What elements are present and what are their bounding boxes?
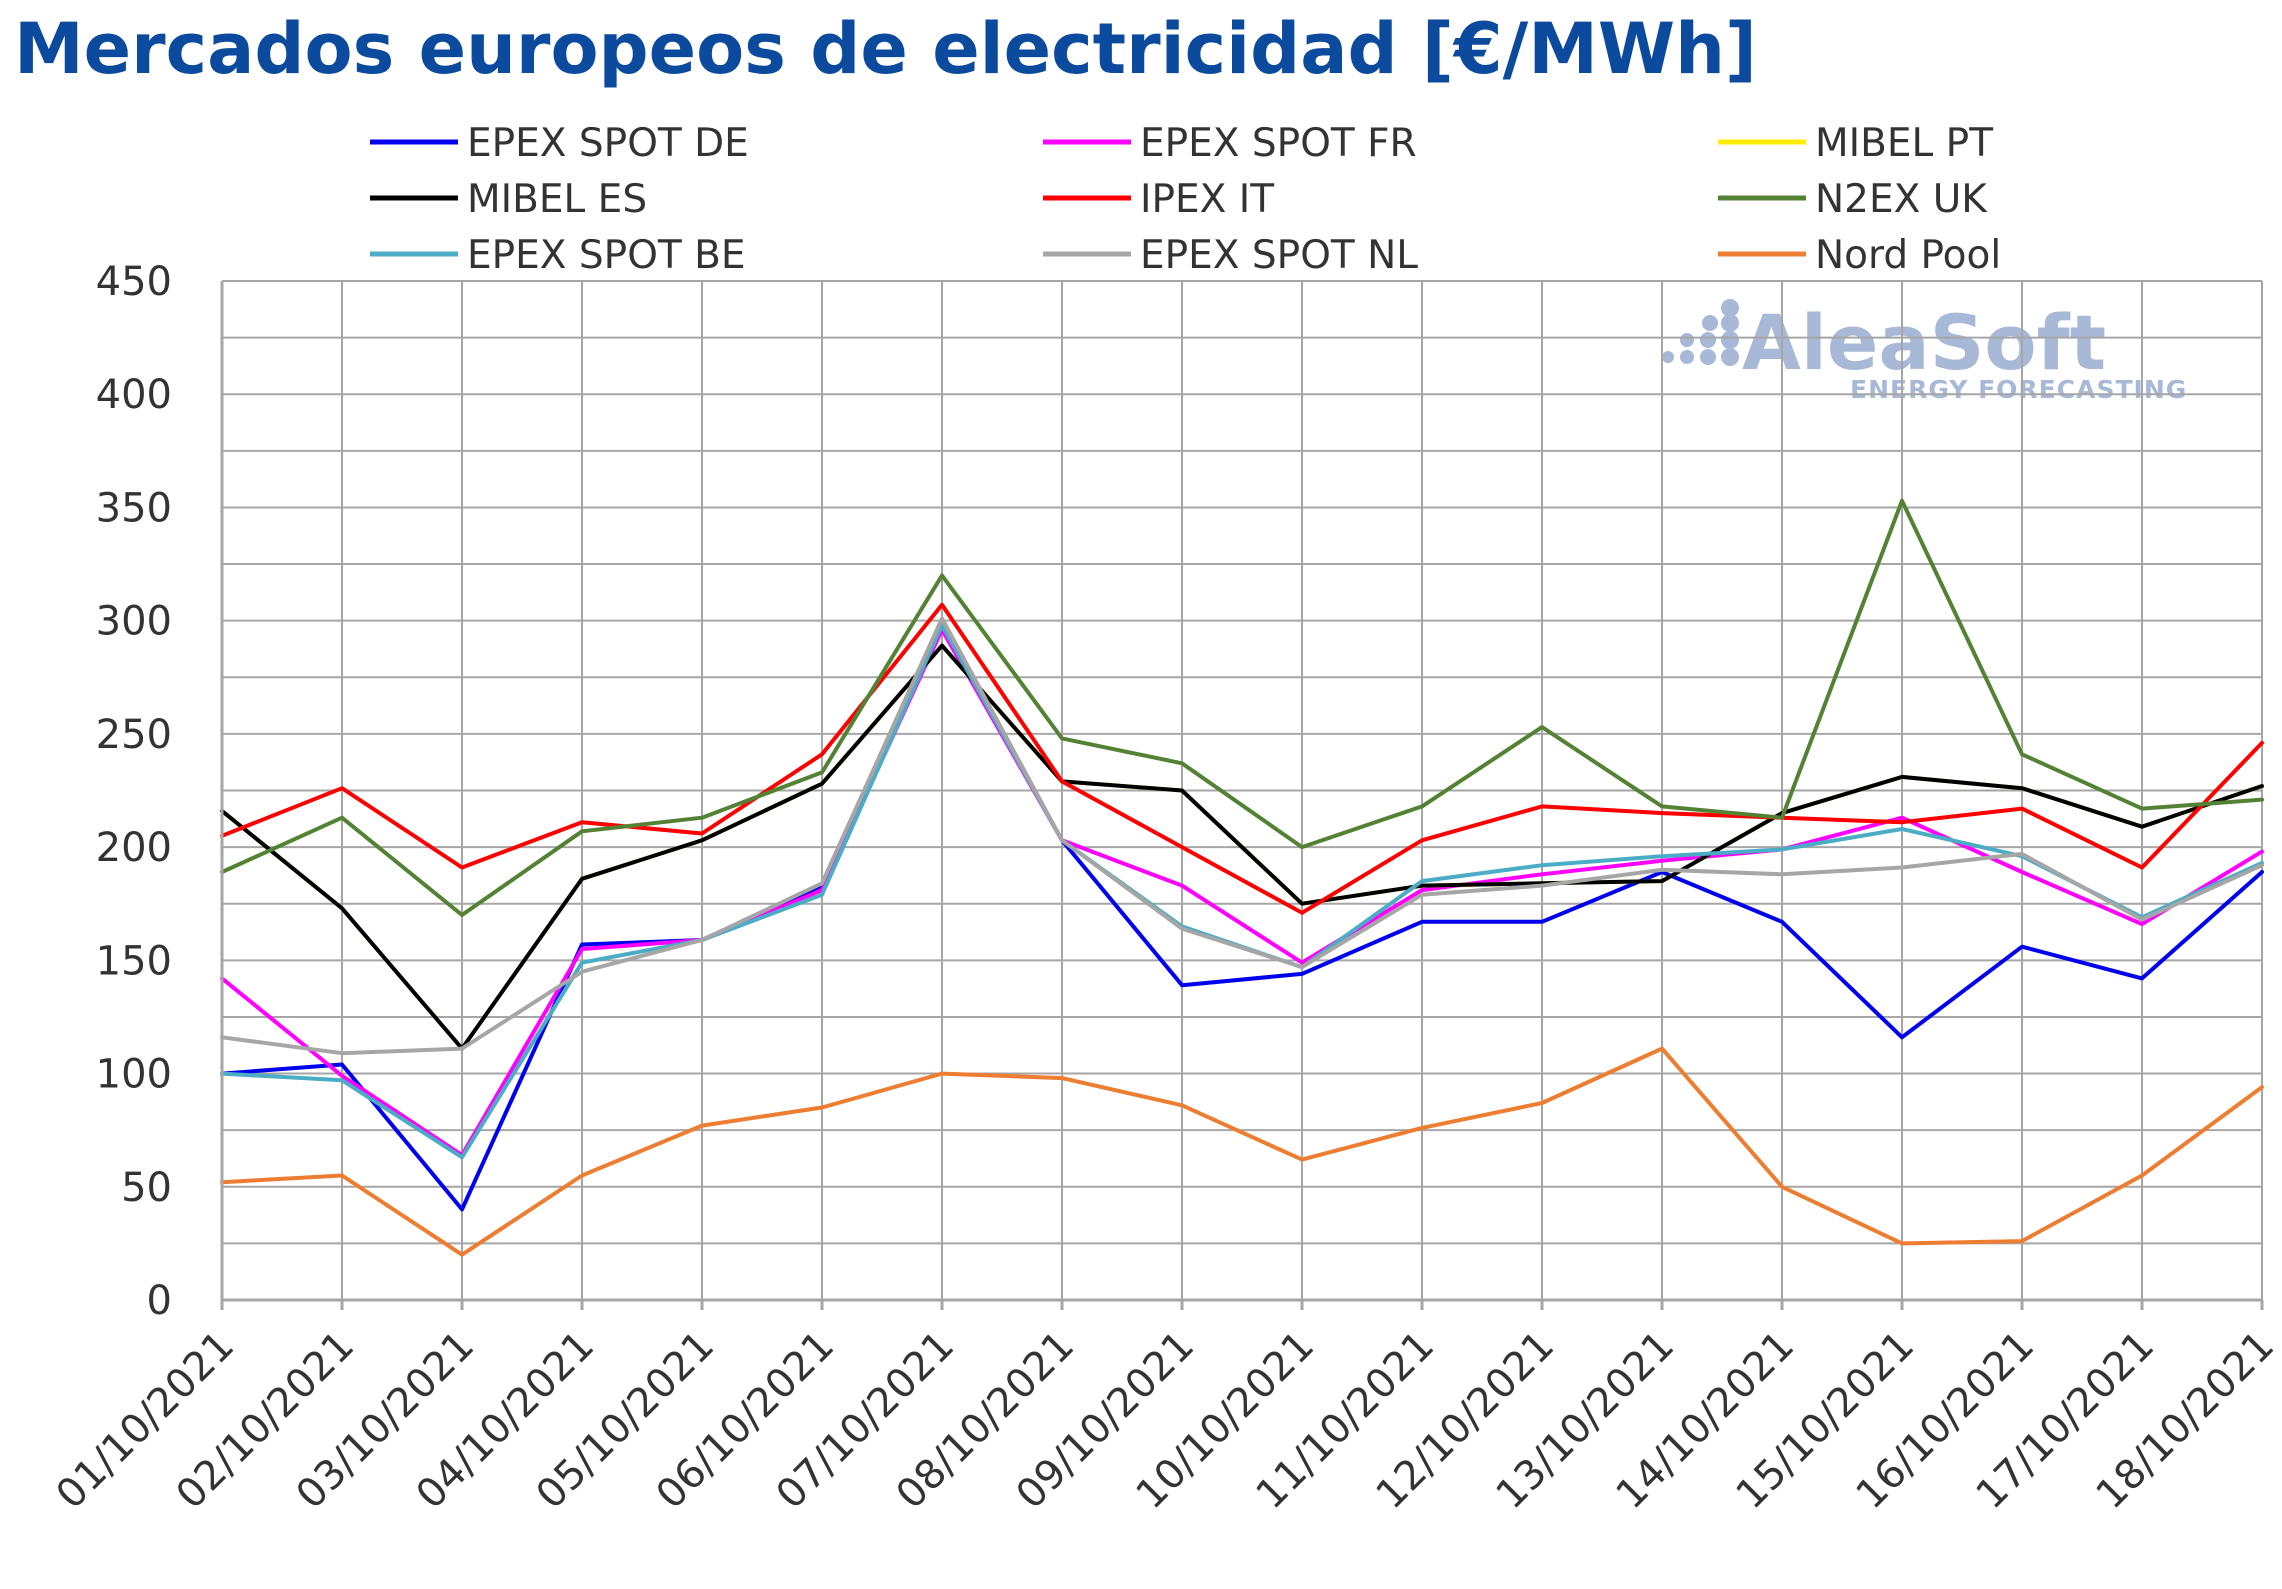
y-tick-label: 350 <box>96 485 172 531</box>
watermark-brand: AleaSoft <box>1742 298 2106 387</box>
series-line-epex-spot-de <box>220 623 2264 1212</box>
series-line-mibel-es <box>220 643 2264 1051</box>
y-axis-ticks: 0 50 100 150 200 250 300 350 400 450 <box>96 259 172 1324</box>
y-tick-label: 250 <box>96 712 172 758</box>
series-line-n2ex-uk <box>220 498 2264 917</box>
series-line-epex-spot-fr <box>220 627 2264 1158</box>
legend-label-nord-pool: Nord Pool <box>1815 233 2001 278</box>
y-tick-label: 0 <box>147 1278 172 1324</box>
legend-label-mibel-pt: MIBEL PT <box>1815 121 1993 166</box>
x-axis-ticks: 01/10/202102/10/202103/10/202104/10/2021… <box>48 1323 2282 1519</box>
legend-label-epex-spot-nl: EPEX SPOT NL <box>1140 233 1418 278</box>
series-line-epex-spot-be <box>220 623 2264 1160</box>
series-line-ipex-it <box>220 602 2264 915</box>
series-line-nord-pool <box>220 1046 2264 1257</box>
legend-label-epex-spot-de: EPEX SPOT DE <box>467 121 749 166</box>
plot-area: 0 50 100 150 200 250 300 350 400 450 01/10/202102… <box>48 259 2282 1518</box>
series-lines <box>220 498 2264 1257</box>
watermark-tagline: ENERGY FORECASTING <box>1850 375 2187 404</box>
chart-title: Mercados europeos de electricidad [€/MWh… <box>14 8 1757 90</box>
legend-label-epex-spot-fr: EPEX SPOT FR <box>1140 121 1417 166</box>
y-tick-label: 50 <box>121 1165 172 1211</box>
y-tick-label: 150 <box>96 938 172 984</box>
legend-label-ipex-it: IPEX IT <box>1140 177 1274 222</box>
aleasoft-logo-icon <box>1662 299 1739 366</box>
y-tick-label: 100 <box>96 1052 172 1098</box>
grid <box>222 280 2263 1301</box>
y-tick-label: 400 <box>96 372 172 418</box>
legend-label-n2ex-uk: N2EX UK <box>1815 177 1988 222</box>
aleasoft-watermark: AleaSoft ENERGY FORECASTING <box>1662 298 2187 404</box>
legend: EPEX SPOT DE EPEX SPOT FR MIBEL PT MIBEL ES… <box>370 121 2001 278</box>
axes <box>220 281 2264 1310</box>
series-line-epex-spot-nl <box>220 616 2264 1056</box>
legend-label-mibel-es: MIBEL ES <box>467 177 647 222</box>
y-tick-label: 450 <box>96 259 172 305</box>
y-tick-label: 200 <box>96 825 172 871</box>
y-tick-label: 300 <box>96 599 172 645</box>
legend-label-epex-spot-be: EPEX SPOT BE <box>467 233 746 278</box>
